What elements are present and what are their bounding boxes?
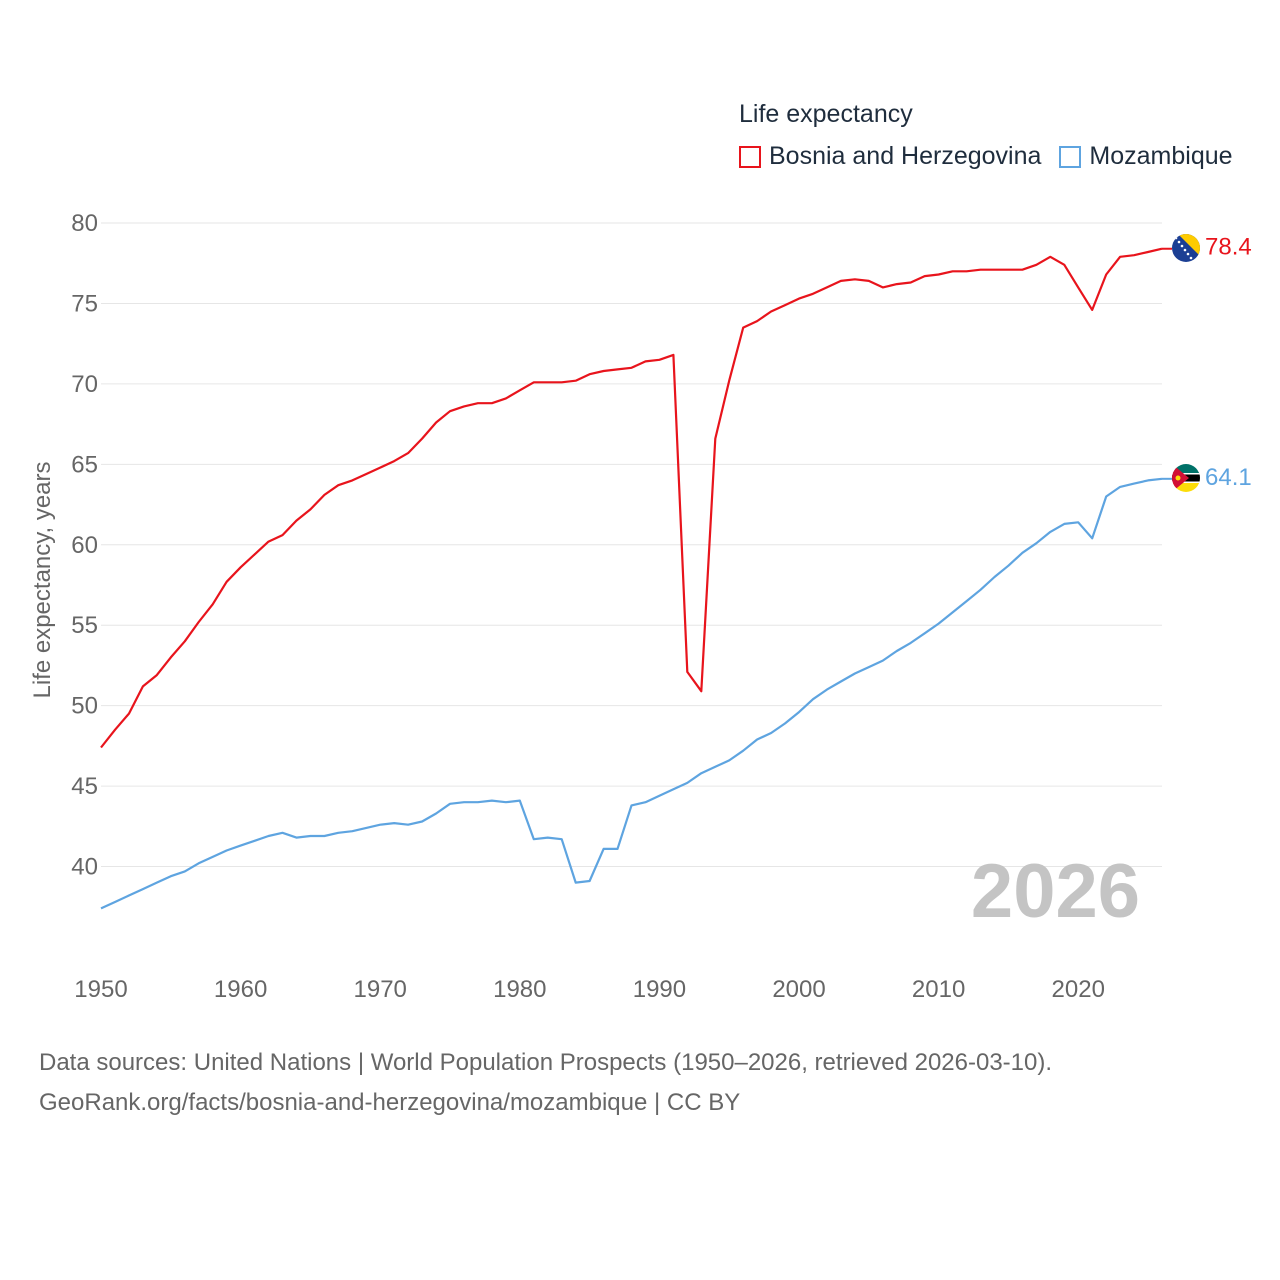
y-tick-label: 40 <box>71 854 98 881</box>
x-tick-label: 2020 <box>1052 976 1105 1003</box>
legend-item-bosnia[interactable]: Bosnia and Herzegovina <box>739 142 1041 171</box>
year-watermark: 2026 <box>970 849 1140 934</box>
x-axis-ticks: 1950 1960 1970 1980 1990 2000 2010 2020 <box>74 976 1105 1003</box>
x-tick-label: 1950 <box>74 976 127 1003</box>
y-tick-label: 55 <box>71 612 98 639</box>
x-tick-label: 2010 <box>912 976 965 1003</box>
y-tick-label: 80 <box>71 210 98 237</box>
y-tick-label: 65 <box>71 451 98 478</box>
y-tick-label: 75 <box>71 290 98 317</box>
series-end-label-1: 64.1 <box>1205 464 1252 491</box>
legend-swatch-mozambique <box>1059 145 1082 168</box>
x-tick-label: 1970 <box>354 976 407 1003</box>
gridlines <box>101 222 1162 868</box>
y-tick-label: 45 <box>71 773 98 800</box>
series-lines <box>100 247 1172 910</box>
sources-line-1: Data sources: United Nations | World Pop… <box>39 1049 1053 1076</box>
y-tick-label: 60 <box>71 532 98 559</box>
series-end-markers <box>1172 234 1200 492</box>
legend: Bosnia and Herzegovina Mozambique <box>739 142 1251 171</box>
y-tick-label: 70 <box>71 371 98 398</box>
x-tick-label: 1980 <box>493 976 546 1003</box>
series-end-labels: 78.4 64.1 <box>1205 234 1252 491</box>
sources-line-2: GeoRank.org/facts/bosnia-and-herzegovina… <box>39 1089 741 1116</box>
y-tick-label: 50 <box>71 693 98 720</box>
data-sources: Data sources: United Nations | World Pop… <box>39 1043 1052 1123</box>
bosnia-flag-icon <box>1172 234 1200 262</box>
series-line-1 <box>100 477 1163 910</box>
mozambique-flag-icon <box>1172 464 1200 492</box>
series-line-0 <box>100 247 1163 749</box>
legend-item-mozambique[interactable]: Mozambique <box>1059 142 1233 171</box>
x-tick-label: 1960 <box>214 976 267 1003</box>
legend-swatch-bosnia <box>739 145 761 168</box>
x-tick-label: 2000 <box>772 976 825 1003</box>
legend-label-bosnia: Bosnia and Herzegovina <box>769 142 1042 170</box>
series-end-label-0: 78.4 <box>1205 234 1252 261</box>
y-axis-ticks: 40 45 50 55 60 65 70 75 80 <box>71 210 98 881</box>
legend-title: Life expectancy <box>739 100 913 128</box>
y-axis-label: Life expectancy, years <box>29 461 56 698</box>
legend-label-mozambique: Mozambique <box>1089 142 1233 170</box>
x-tick-label: 1990 <box>633 976 686 1003</box>
